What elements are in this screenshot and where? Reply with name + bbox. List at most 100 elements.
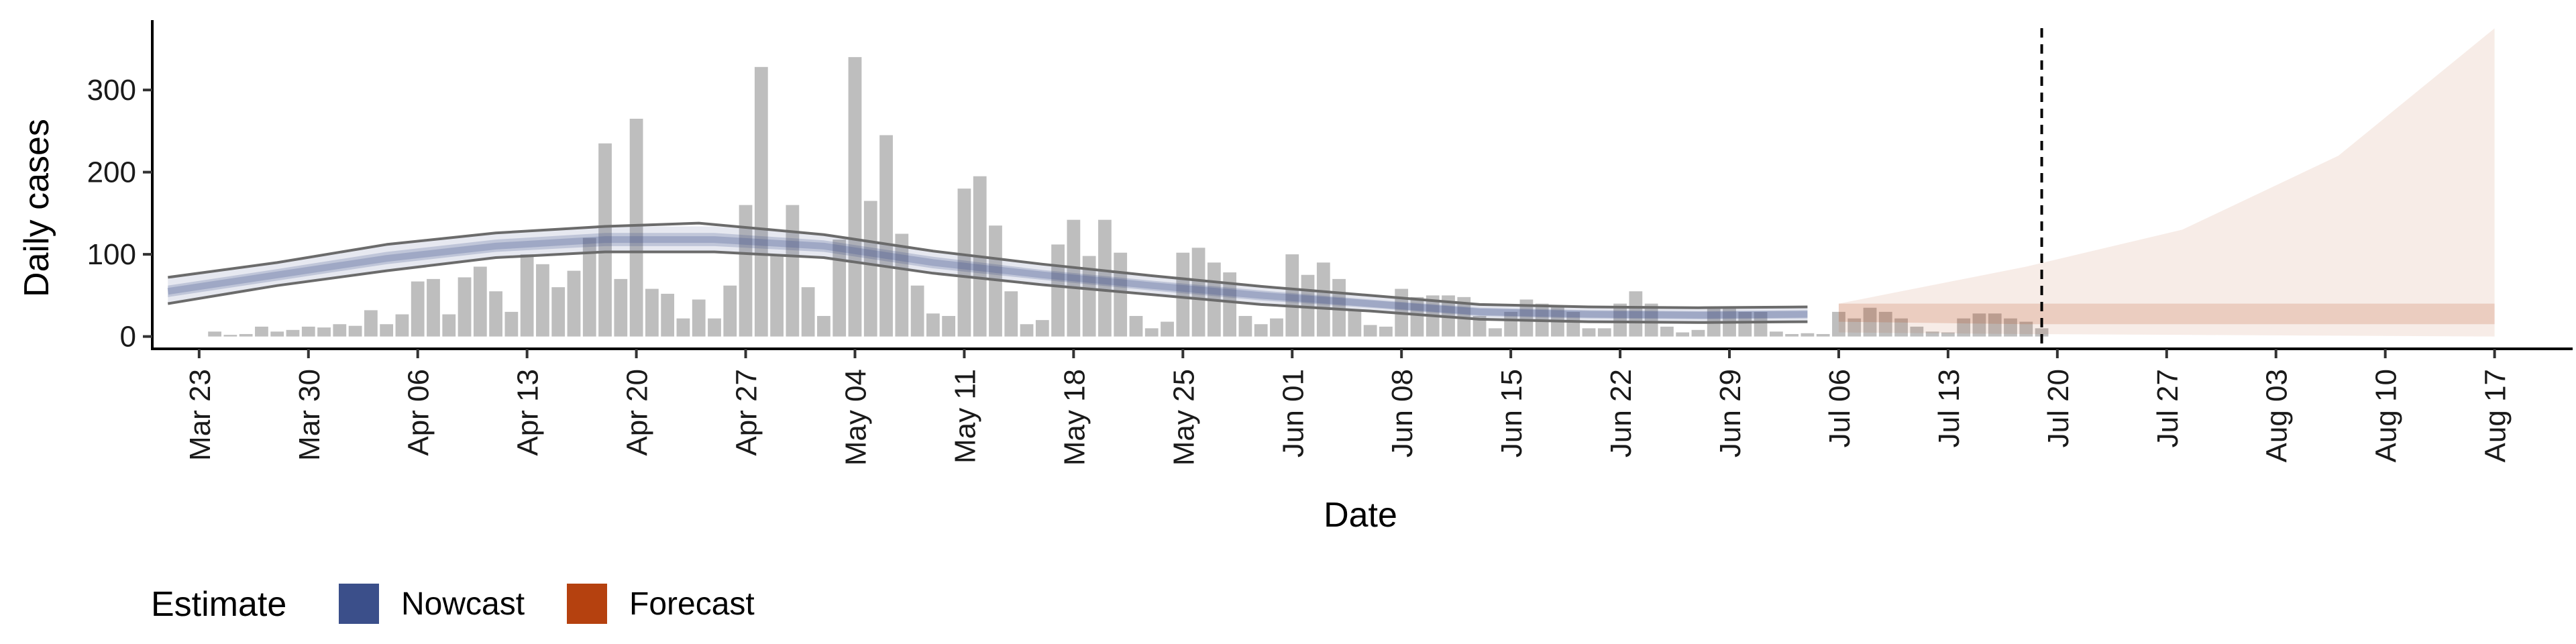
bar xyxy=(661,293,675,337)
x-ticks-layer: Mar 23 Mar 30 Apr 06 Apr 13 Apr 20 Apr 27 May … xyxy=(184,349,2512,466)
bar xyxy=(1004,291,1018,337)
bars-layer xyxy=(208,57,2049,337)
bar xyxy=(520,254,534,337)
bar xyxy=(1597,328,1611,337)
bar xyxy=(1067,219,1081,337)
bar xyxy=(208,331,222,337)
bar xyxy=(1738,311,1752,337)
bar xyxy=(1363,325,1377,337)
bar xyxy=(301,326,315,337)
bar xyxy=(1925,331,1939,337)
axes-layer xyxy=(151,20,2573,350)
bar xyxy=(1894,318,1908,337)
bar xyxy=(395,314,409,337)
x-tick-label: Mar 23 xyxy=(184,369,217,461)
bar xyxy=(223,335,237,337)
bar xyxy=(348,325,362,337)
bar xyxy=(1582,328,1596,337)
bar xyxy=(1410,297,1424,337)
legend: Estimate Nowcast Forecast xyxy=(151,584,755,624)
bar xyxy=(1941,332,1955,337)
legend-swatch-nowcast xyxy=(339,584,379,624)
bar xyxy=(1488,328,1502,337)
bar xyxy=(1910,326,1924,337)
bar xyxy=(1801,333,1815,337)
bar xyxy=(676,318,690,337)
bar xyxy=(1878,311,1892,337)
reported-lines-layer xyxy=(167,221,1808,324)
bar xyxy=(1660,326,1674,337)
x-tick-label: May 04 xyxy=(839,369,872,466)
lower-estimate-line xyxy=(167,250,1808,324)
bar xyxy=(1832,311,1845,337)
x-tick-label: Apr 13 xyxy=(512,369,545,456)
bar xyxy=(458,277,472,337)
bar xyxy=(1270,318,1283,337)
bar xyxy=(863,201,877,337)
bar xyxy=(770,254,784,337)
y-tick-label: 200 xyxy=(87,156,136,189)
x-tick-label: May 18 xyxy=(1058,369,1091,466)
bar xyxy=(645,288,659,337)
bar xyxy=(708,318,721,337)
bar xyxy=(692,299,706,337)
bar xyxy=(504,311,519,337)
bar xyxy=(895,233,909,337)
bar xyxy=(786,205,800,337)
bar xyxy=(551,287,566,337)
bar xyxy=(1676,332,1690,337)
x-tick-label: Jul 06 xyxy=(1823,369,1856,447)
bar xyxy=(427,278,440,337)
bar xyxy=(1504,311,1518,337)
bar xyxy=(1816,333,1830,337)
legend-label-nowcast: Nowcast xyxy=(401,586,525,622)
x-tick-label: Jul 20 xyxy=(2042,369,2075,447)
bar xyxy=(1644,303,1658,337)
bar xyxy=(536,264,549,337)
bar xyxy=(598,143,612,337)
x-tick-label: Apr 06 xyxy=(402,369,435,456)
bar xyxy=(567,270,581,337)
bar xyxy=(739,205,753,337)
bar xyxy=(270,331,284,337)
x-axis-title: Date xyxy=(1324,496,1397,535)
bar xyxy=(957,189,971,337)
bar xyxy=(317,327,331,337)
x-tick-label: Apr 27 xyxy=(731,369,763,456)
bar xyxy=(1566,311,1580,337)
bar xyxy=(1114,252,1128,337)
bar xyxy=(1176,252,1190,337)
bar xyxy=(833,239,847,337)
x-tick-label: Jun 15 xyxy=(1495,369,1528,458)
bar xyxy=(848,57,862,337)
bar xyxy=(1144,328,1159,337)
y-axis-title: Daily cases xyxy=(17,119,56,297)
bar xyxy=(473,266,487,337)
bar xyxy=(1972,313,1986,337)
bar xyxy=(1161,321,1174,337)
nowcast-median-line xyxy=(167,236,1808,319)
bar xyxy=(801,287,815,337)
bar xyxy=(1051,244,1065,337)
bar xyxy=(1035,320,1049,337)
bar xyxy=(723,285,737,337)
bar xyxy=(1472,316,1487,337)
x-tick-label: Jun 22 xyxy=(1605,369,1638,458)
bar xyxy=(1191,248,1205,337)
bar xyxy=(1254,324,1268,337)
bar xyxy=(1988,313,2002,337)
legend-label-forecast: Forecast xyxy=(629,586,755,622)
bar xyxy=(255,326,268,337)
x-tick-label: Mar 30 xyxy=(293,369,326,461)
bar xyxy=(1863,307,1877,337)
bar xyxy=(1847,318,1862,337)
bar xyxy=(1519,299,1534,337)
nowcast-inner-band xyxy=(168,233,1808,319)
x-tick-label: Jul 13 xyxy=(1933,369,1966,447)
bar xyxy=(1098,219,1112,337)
y-tick-label: 100 xyxy=(87,238,136,271)
bar xyxy=(1238,316,1252,337)
bar xyxy=(582,237,596,337)
bar xyxy=(1285,254,1299,337)
